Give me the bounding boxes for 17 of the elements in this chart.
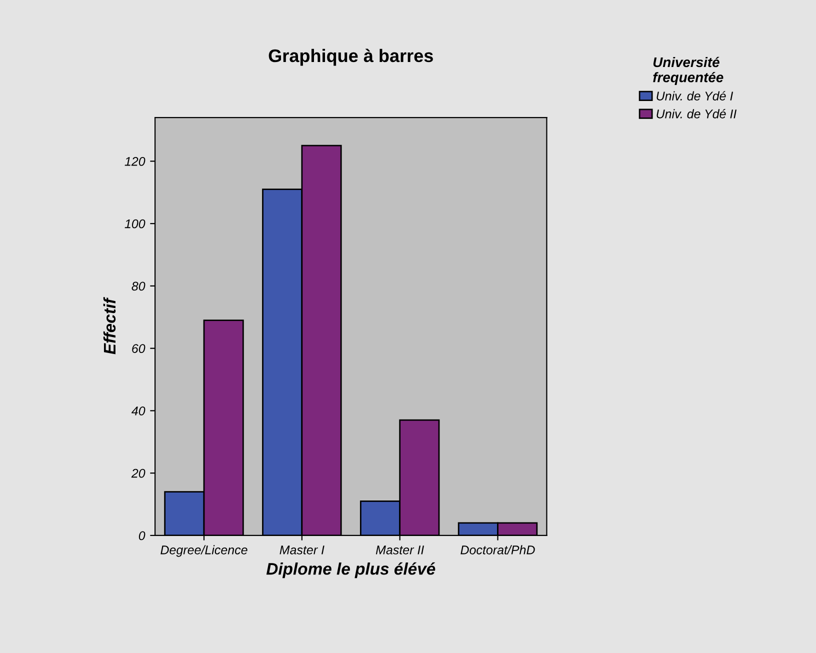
x-tick-label: Doctorat/PhD — [460, 545, 535, 554]
y-tick-label: 0 — [138, 531, 146, 540]
y-tick-label: 20 — [131, 468, 146, 478]
chart-title: Graphique à barres — [268, 48, 433, 66]
y-tick-label: 80 — [132, 282, 146, 291]
legend-label: Univ. de Ydé I — [656, 91, 734, 100]
y-tick-label: 100 — [124, 219, 146, 228]
legend-title: Université frequentée — [653, 56, 724, 86]
legend-label: Univ. de Ydé II — [656, 109, 737, 118]
y-axis-title: Effectif — [103, 297, 116, 354]
x-axis-title: Diplome le plus élévé — [266, 562, 436, 578]
x-tick-label: Master I — [280, 546, 324, 554]
y-tick-label: 120 — [124, 157, 146, 166]
x-tick-label: Degree/Licence — [160, 545, 248, 557]
x-tick-label: Master II — [376, 546, 424, 554]
y-tick-label: 60 — [132, 344, 146, 353]
y-tick-label: 40 — [131, 406, 146, 416]
